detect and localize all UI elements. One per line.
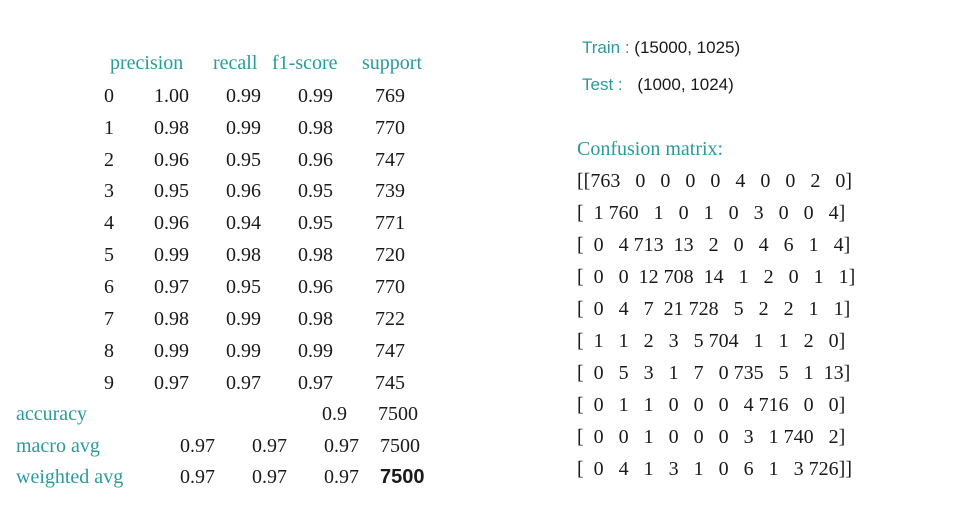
recall-value: 0.97	[226, 372, 261, 394]
recall-value: 0.99	[226, 308, 261, 330]
class-label: 3	[104, 180, 114, 202]
header-support: support	[362, 52, 422, 74]
f1-value: 0.96	[298, 149, 333, 171]
confusion-matrix-row: [ 1 1 2 3 5 704 1 1 2 0]	[577, 330, 846, 352]
train-value: (15000, 1025)	[634, 38, 741, 57]
weighted-avg-precision: 0.97	[180, 466, 215, 488]
report-row: 0 1.00 0.99 0.99 769	[0, 85, 560, 117]
f1-value: 0.96	[298, 276, 333, 298]
f1-value: 0.99	[298, 85, 333, 107]
confusion-matrix-row: [ 0 0 12 708 14 1 2 0 1 1]	[577, 266, 856, 288]
confusion-matrix-row: [ 0 0 1 0 0 0 3 1 740 2]	[577, 426, 846, 448]
precision-value: 0.97	[154, 372, 189, 394]
test-label: Test :	[582, 75, 623, 94]
support-value: 747	[375, 340, 405, 362]
f1-value: 0.99	[298, 340, 333, 362]
confusion-matrix-row: [ 0 4 7 21 728 5 2 2 1 1]	[577, 298, 851, 320]
support-value: 769	[375, 85, 405, 107]
recall-value: 0.94	[226, 212, 261, 234]
f1-value: 0.98	[298, 117, 333, 139]
class-label: 5	[104, 244, 114, 266]
macro-avg-label: macro avg	[16, 435, 100, 457]
class-label: 9	[104, 372, 114, 394]
weighted-avg-f1: 0.97	[324, 466, 359, 488]
weighted-avg-row: weighted avg 0.97 0.97 0.97 7500	[0, 466, 560, 498]
class-label: 8	[104, 340, 114, 362]
precision-value: 0.97	[154, 276, 189, 298]
header-f1-score: f1-score	[272, 52, 338, 74]
test-shape: Test : (1000, 1024)	[582, 75, 734, 95]
header-recall: recall	[213, 52, 258, 74]
report-row: 7 0.98 0.99 0.98 722	[0, 308, 560, 340]
accuracy-value: 0.9	[322, 403, 347, 425]
support-value: 770	[375, 276, 405, 298]
recall-value: 0.99	[226, 117, 261, 139]
support-value: 771	[375, 212, 405, 234]
test-value: (1000, 1024)	[637, 75, 734, 94]
class-label: 2	[104, 149, 114, 171]
train-label: Train :	[582, 38, 630, 57]
weighted-avg-label: weighted avg	[16, 466, 124, 488]
class-label: 7	[104, 308, 114, 330]
confusion-matrix-row: [ 0 1 1 0 0 0 4 716 0 0]	[577, 394, 846, 416]
recall-value: 0.95	[226, 276, 261, 298]
precision-value: 0.95	[154, 180, 189, 202]
confusion-matrix-row: [[763 0 0 0 0 4 0 0 2 0]	[577, 170, 852, 192]
support-value: 747	[375, 149, 405, 171]
support-value: 770	[375, 117, 405, 139]
precision-value: 0.98	[154, 308, 189, 330]
class-label: 1	[104, 117, 114, 139]
report-row: 5 0.99 0.98 0.98 720	[0, 244, 560, 276]
accuracy-support: 7500	[378, 403, 418, 425]
train-shape: Train : (15000, 1025)	[582, 38, 740, 58]
f1-value: 0.98	[298, 308, 333, 330]
recall-value: 0.99	[226, 340, 261, 362]
classification-report: precision recall f1-score support 0 1.00…	[0, 52, 560, 498]
recall-value: 0.95	[226, 149, 261, 171]
recall-value: 0.99	[226, 85, 261, 107]
recall-value: 0.96	[226, 180, 261, 202]
report-row: 8 0.99 0.99 0.99 747	[0, 340, 560, 372]
precision-value: 0.98	[154, 117, 189, 139]
confusion-matrix-row: [ 0 5 3 1 7 0 735 5 1 13]	[577, 362, 851, 384]
class-label: 0	[104, 85, 114, 107]
precision-value: 0.99	[154, 244, 189, 266]
class-label: 4	[104, 212, 114, 234]
accuracy-label: accuracy	[16, 403, 88, 425]
support-value: 739	[375, 180, 405, 202]
report-row: 1 0.98 0.99 0.98 770	[0, 117, 560, 149]
weighted-avg-recall: 0.97	[252, 466, 287, 488]
class-label: 6	[104, 276, 114, 298]
precision-value: 0.99	[154, 340, 189, 362]
support-value: 745	[375, 372, 405, 394]
macro-avg-row: macro avg 0.97 0.97 0.97 7500	[0, 435, 560, 467]
confusion-matrix-row: [ 0 4 713 13 2 0 4 6 1 4]	[577, 234, 851, 256]
report-row: 2 0.96 0.95 0.96 747	[0, 149, 560, 181]
confusion-matrix-row: [ 0 4 1 3 1 0 6 1 3 726]]	[577, 458, 852, 480]
macro-avg-recall: 0.97	[252, 435, 287, 457]
recall-value: 0.98	[226, 244, 261, 266]
f1-value: 0.95	[298, 180, 333, 202]
confusion-matrix-row: [ 1 760 1 0 1 0 3 0 0 4]	[577, 202, 846, 224]
support-value: 720	[375, 244, 405, 266]
macro-avg-support: 7500	[380, 435, 420, 457]
macro-avg-f1: 0.97	[324, 435, 359, 457]
precision-value: 0.96	[154, 212, 189, 234]
f1-value: 0.98	[298, 244, 333, 266]
report-row: 3 0.95 0.96 0.95 739	[0, 180, 560, 212]
header-precision: precision	[110, 52, 184, 74]
precision-value: 0.96	[154, 149, 189, 171]
macro-avg-precision: 0.97	[180, 435, 215, 457]
precision-value: 1.00	[154, 85, 189, 107]
weighted-avg-support: 7500	[380, 466, 425, 488]
f1-value: 0.97	[298, 372, 333, 394]
accuracy-row: accuracy 0.9 7500	[0, 403, 560, 435]
report-row: 6 0.97 0.95 0.96 770	[0, 276, 560, 308]
confusion-matrix-title: Confusion matrix:	[577, 138, 724, 160]
support-value: 722	[375, 308, 405, 330]
report-row: 9 0.97 0.97 0.97 745	[0, 372, 560, 404]
f1-value: 0.95	[298, 212, 333, 234]
report-row: 4 0.96 0.94 0.95 771	[0, 212, 560, 244]
